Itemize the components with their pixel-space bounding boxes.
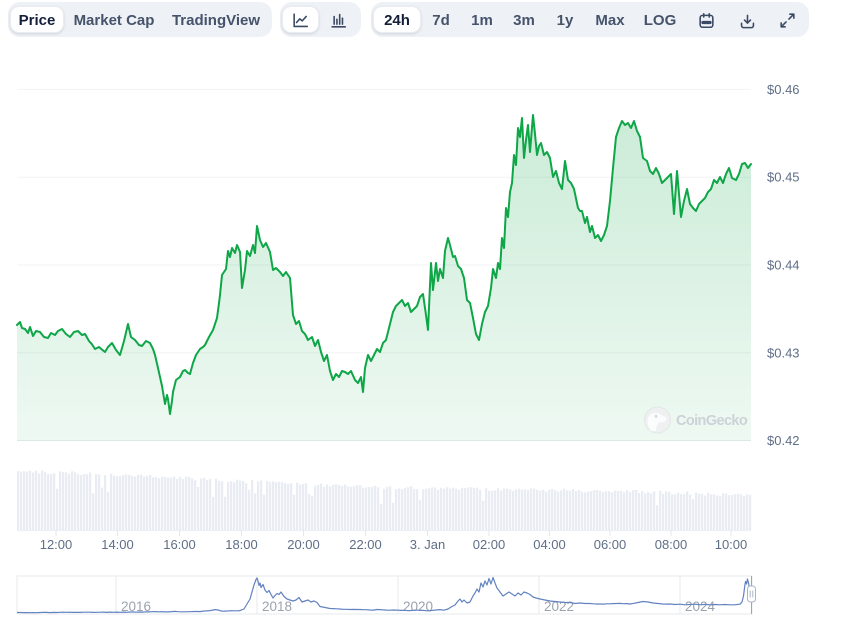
svg-text:2024: 2024 (685, 599, 716, 614)
svg-text:02:00: 02:00 (473, 537, 506, 552)
svg-text:18:00: 18:00 (225, 537, 258, 552)
svg-text:$0.43: $0.43 (767, 345, 800, 360)
svg-text:$0.45: $0.45 (767, 170, 800, 185)
svg-text:14:00: 14:00 (101, 537, 134, 552)
svg-text:2020: 2020 (403, 599, 433, 614)
svg-text:2016: 2016 (121, 599, 151, 614)
svg-text:3. Jan: 3. Jan (410, 537, 445, 552)
svg-text:06:00: 06:00 (594, 537, 627, 552)
svg-text:10:00: 10:00 (715, 537, 748, 552)
svg-text:$0.46: $0.46 (767, 82, 800, 97)
svg-text:22:00: 22:00 (349, 537, 382, 552)
svg-text:20:00: 20:00 (287, 537, 320, 552)
svg-text:CoinGecko: CoinGecko (676, 413, 748, 429)
svg-text:16:00: 16:00 (163, 537, 196, 552)
svg-text:12:00: 12:00 (40, 537, 73, 552)
svg-text:$0.44: $0.44 (767, 258, 800, 273)
svg-text:04:00: 04:00 (533, 537, 566, 552)
svg-text:08:00: 08:00 (655, 537, 688, 552)
svg-text:2018: 2018 (262, 599, 292, 614)
svg-text:$0.42: $0.42 (767, 433, 800, 448)
